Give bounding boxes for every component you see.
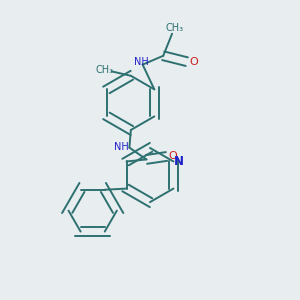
Text: O: O	[169, 152, 177, 161]
Text: NH: NH	[134, 57, 148, 67]
Text: O: O	[189, 57, 198, 67]
Text: CH₃: CH₃	[95, 65, 113, 75]
Text: CH₃: CH₃	[166, 23, 184, 33]
Text: N: N	[174, 155, 184, 168]
Text: NH: NH	[114, 142, 128, 152]
